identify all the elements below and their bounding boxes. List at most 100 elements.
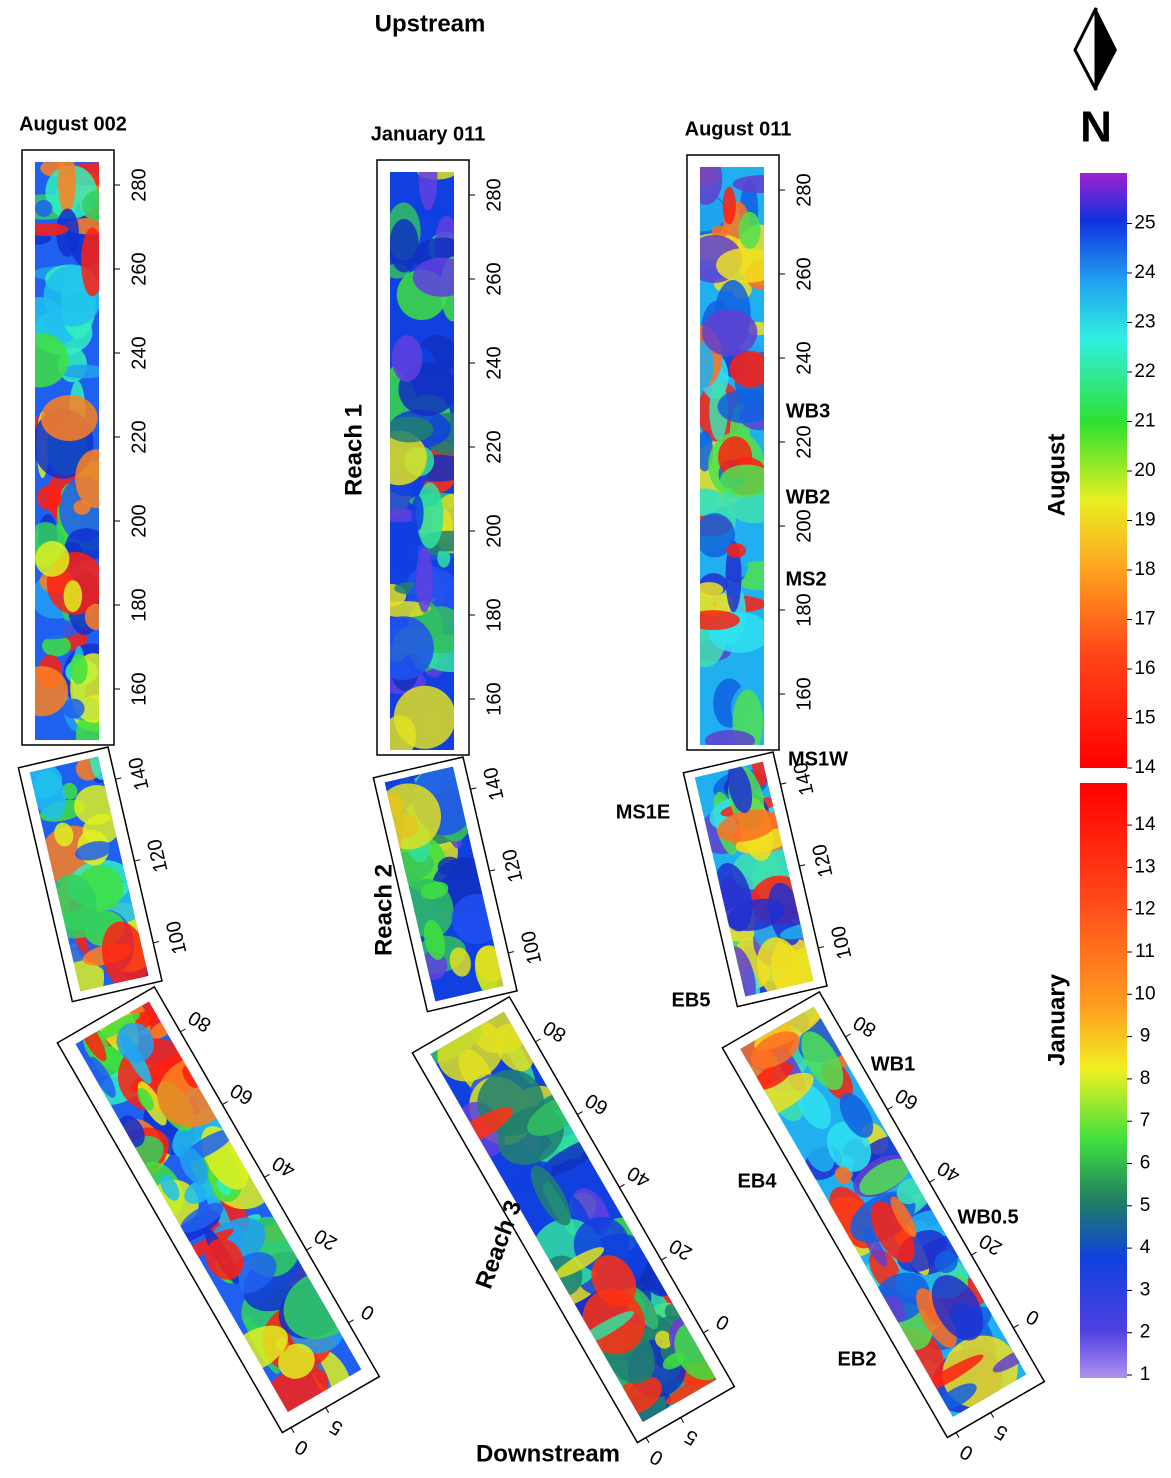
colorbar-tick-label: 1: [1140, 1364, 1151, 1385]
heatmap-patch: [420, 881, 449, 900]
site-label: EB2: [838, 1348, 877, 1370]
tick-label: 100: [827, 924, 856, 961]
tick-label: 220: [128, 420, 150, 453]
heatmap-patch: [390, 715, 417, 750]
colorbar-tick-label: 25: [1134, 213, 1155, 234]
tick-mark: [348, 1319, 354, 1324]
heatmap: [430, 1011, 717, 1423]
heatmap-patch: [160, 1174, 180, 1201]
tick-mark: [222, 1101, 228, 1106]
heatmap-patch: [58, 364, 99, 379]
heatmap-patch: [890, 1196, 917, 1238]
panel: January 01116018020022024026028010012014…: [340, 123, 736, 1470]
colorbar-tick-label: 2: [1140, 1322, 1151, 1343]
heatmap-patch: [89, 1056, 116, 1098]
heatmap-patch: [437, 547, 451, 568]
tick-label: 280: [793, 173, 815, 206]
tick-label: 260: [128, 252, 150, 285]
tick-label: 200: [128, 504, 150, 537]
heatmap-patch: [416, 482, 444, 549]
heatmap-patch: [35, 618, 81, 640]
tick-mark: [577, 1111, 583, 1116]
tick-label: 240: [128, 336, 150, 369]
heatmap-patch: [839, 1092, 874, 1138]
heatmap-patch: [35, 541, 70, 577]
tick-mark: [325, 1407, 330, 1413]
site-label: WB3: [786, 400, 830, 422]
heatmap-patch: [390, 416, 434, 443]
heatmap-patch: [35, 223, 69, 237]
heatmap-patch: [101, 921, 149, 991]
heatmap-patch: [411, 495, 424, 531]
site-label: EB4: [738, 1170, 778, 1192]
colorbar-tick-label: 14: [1134, 757, 1156, 778]
reach-frame: [56, 985, 381, 1434]
colorbar-tick-label: 21: [1134, 411, 1155, 432]
heatmap-patch: [729, 350, 764, 388]
tick-mark: [780, 782, 787, 785]
panel-title: August 002: [19, 113, 127, 135]
heatmap-patch: [390, 430, 427, 486]
heatmap-patch: [41, 635, 71, 657]
heatmap-patch: [756, 937, 802, 997]
heatmap-patch: [69, 653, 88, 685]
site-label: WB2: [786, 486, 830, 508]
tick-mark: [306, 1246, 312, 1251]
tick-mark: [489, 869, 496, 872]
tick-mark: [887, 1106, 893, 1111]
tick-label: 160: [793, 677, 815, 710]
heatmap-patch: [662, 1352, 685, 1370]
heatmap-patch: [75, 449, 99, 508]
heatmap-patch: [726, 543, 747, 558]
heatmap: [75, 1001, 362, 1413]
colorbar-tick-label: 10: [1134, 983, 1155, 1004]
heatmap-patch: [180, 1202, 224, 1233]
colorbar-tick-label: 4: [1140, 1237, 1151, 1258]
tick-label: 60: [582, 1089, 612, 1119]
heatmap-patch: [916, 1288, 957, 1349]
tick-label: 0: [1023, 1305, 1044, 1330]
reach-frame: [411, 995, 736, 1444]
tick-mark: [645, 1437, 650, 1443]
tick-label: 260: [483, 262, 505, 295]
colorbar-tick-label: 5: [1140, 1195, 1151, 1216]
tick-mark: [845, 1033, 851, 1038]
site-label: WB1: [871, 1053, 915, 1075]
tick-label: 60: [227, 1079, 257, 1109]
colorbar-tick-label: 16: [1134, 658, 1155, 679]
reach-frame: [17, 746, 163, 1003]
tick-label: 140: [480, 765, 509, 802]
reach-frame: [21, 149, 115, 746]
tick-label: 100: [162, 919, 191, 956]
reach-frame: [372, 756, 518, 1013]
tick-label: 20: [976, 1229, 1006, 1259]
site-label: MS1W: [788, 748, 848, 770]
colorbar-tick-label: 17: [1134, 609, 1155, 630]
heatmap-patch: [725, 540, 742, 613]
colorbar-tick-label: 20: [1134, 460, 1155, 481]
heatmap-patch: [750, 1031, 800, 1069]
tick-label: 160: [128, 672, 150, 705]
panel-title: January 011: [371, 123, 486, 145]
tick-label: 240: [483, 346, 505, 379]
colorbar-tick-label: 8: [1140, 1068, 1151, 1089]
tick-label: 0: [358, 1300, 379, 1325]
tick-label: 120: [144, 837, 173, 874]
heatmap-patch: [700, 167, 723, 206]
tick-mark: [929, 1178, 935, 1183]
tick-label: 0: [956, 1440, 977, 1465]
colorbar-tick-label: 14: [1134, 814, 1156, 835]
heatmap: [740, 1006, 1027, 1418]
downstream-label: Downstream: [476, 1440, 620, 1467]
tick-label: 220: [793, 425, 815, 458]
reach-2: 100 120 140: [17, 746, 191, 1003]
tick-label: 5: [991, 1420, 1012, 1445]
tick-label: 20: [311, 1224, 341, 1254]
tick-mark: [508, 951, 515, 954]
upstream-label: Upstream: [375, 10, 486, 37]
site-label: MS1E: [616, 801, 670, 823]
heatmap-patch: [630, 1287, 659, 1330]
heatmap-patch: [179, 1146, 209, 1185]
heatmap-patch: [84, 603, 99, 631]
